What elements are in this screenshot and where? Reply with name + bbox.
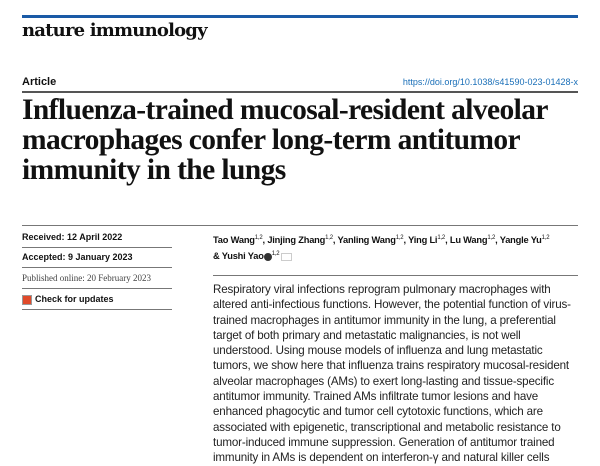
published-date: Published online: 20 February 2023 [22, 273, 151, 283]
author-name[interactable]: Lu Wang [449, 235, 488, 246]
article-type: Article [22, 76, 57, 88]
separator: , [445, 235, 450, 246]
affiliation-number: 1,2 [254, 235, 263, 241]
accepted-date: Accepted: 9 January 2023 [22, 252, 133, 262]
divider [22, 225, 578, 226]
author-list: Tao Wang1,2, Jinjing Zhang1,2, Yanling W… [213, 231, 583, 263]
affiliation-number: 1,2 [541, 235, 550, 241]
check-for-updates-button[interactable]: Check for updates [22, 294, 114, 305]
author-name[interactable]: Jinjing Zhang [267, 235, 326, 246]
author-name[interactable]: Yangle Yu [499, 235, 542, 246]
journal-name: nature immunology [22, 20, 208, 41]
journal-accent-bar [22, 15, 578, 18]
received-date: Received: 12 April 2022 [22, 232, 123, 242]
affiliation-number: 1,2 [325, 235, 333, 241]
affiliation-number: 1,2 [271, 251, 280, 258]
affiliation-number: 1,2 [437, 235, 446, 241]
divider [22, 288, 172, 289]
author-name[interactable]: Tao Wang [213, 235, 255, 246]
separator: , [403, 235, 409, 246]
divider [213, 275, 578, 276]
separator: , [332, 235, 338, 246]
abstract: Respiratory viral infections reprogram p… [213, 283, 571, 465]
affiliation-number: 1,2 [487, 235, 496, 241]
orcid-icon[interactable] [263, 252, 272, 261]
divider [22, 247, 172, 248]
separator: , [495, 235, 500, 246]
doi-link[interactable]: https://doi.org/10.1038/s41590-023-01428… [402, 77, 578, 87]
author-name[interactable]: & Yushi Yao [213, 251, 264, 262]
divider [22, 91, 578, 93]
article-title: Influenza-trained mucosal-resident alveo… [22, 94, 548, 186]
divider [22, 267, 172, 268]
author-name[interactable]: Yanling Wang [337, 235, 396, 246]
divider [22, 309, 172, 310]
email-icon[interactable] [281, 252, 293, 261]
check-updates-icon [22, 294, 32, 305]
separator: , [262, 235, 268, 246]
check-updates-label: Check for updates [35, 294, 114, 304]
author-name[interactable]: Ying Li [408, 235, 438, 246]
affiliation-number: 1,2 [395, 235, 404, 241]
